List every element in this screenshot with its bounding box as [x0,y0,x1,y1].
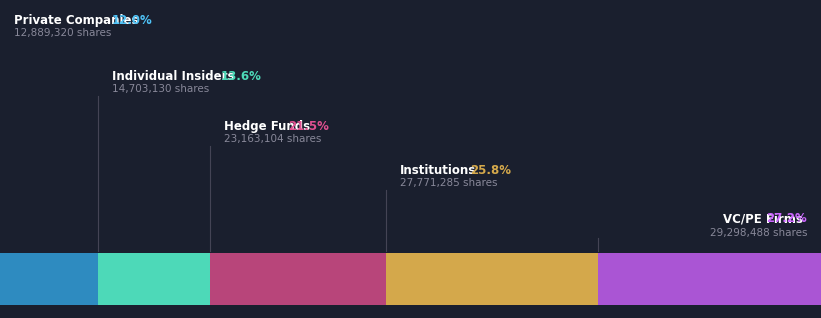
Bar [210,253,387,305]
Text: Institutions: Institutions [401,164,476,177]
Text: 25.8%: 25.8% [470,164,511,177]
Text: 12,889,320 shares: 12,889,320 shares [14,28,112,38]
Text: Individual Insiders: Individual Insiders [112,70,235,83]
Text: 27.2%: 27.2% [766,212,807,225]
Text: 21.5%: 21.5% [288,120,329,133]
Text: Private Companies: Private Companies [14,14,139,27]
Text: 13.6%: 13.6% [221,70,262,83]
Text: 12.0%: 12.0% [112,14,152,27]
Bar [99,253,210,305]
Text: Hedge Funds: Hedge Funds [224,120,310,133]
Text: 14,703,130 shares: 14,703,130 shares [112,84,209,94]
Bar [0,253,99,305]
Bar [387,253,598,305]
Bar [598,253,821,305]
Text: 29,298,488 shares: 29,298,488 shares [709,228,807,238]
Text: 27,771,285 shares: 27,771,285 shares [401,178,498,188]
Text: VC/PE Firms: VC/PE Firms [723,212,807,225]
Text: 23,163,104 shares: 23,163,104 shares [224,134,321,144]
